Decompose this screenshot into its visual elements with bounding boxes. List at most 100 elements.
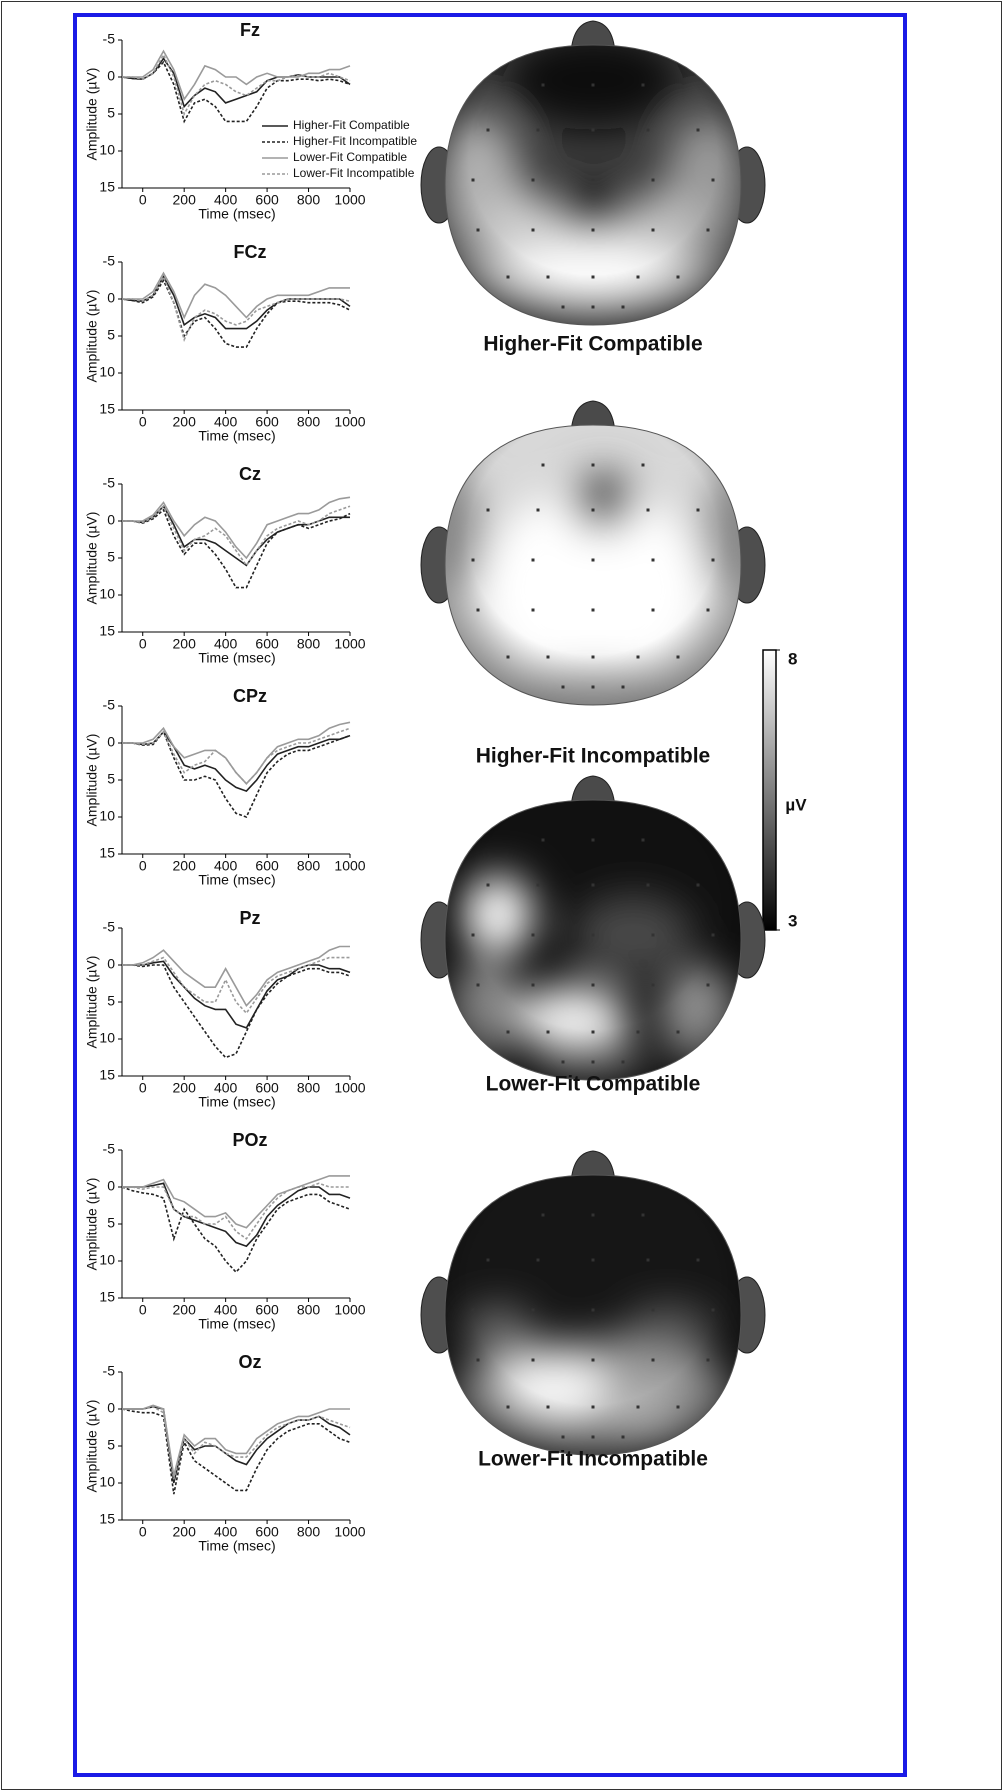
electrode bbox=[531, 1358, 535, 1362]
y-tick-label: 5 bbox=[107, 549, 115, 565]
electrode bbox=[676, 1030, 680, 1034]
legend-label: Lower-Fit Incompatible bbox=[293, 166, 415, 180]
electrode bbox=[591, 1405, 595, 1409]
head-fill bbox=[445, 800, 741, 1080]
x-tick-label: 400 bbox=[214, 1302, 238, 1318]
electrode bbox=[646, 128, 650, 132]
electrode bbox=[506, 655, 510, 659]
electrode bbox=[536, 883, 540, 887]
x-tick-label: 200 bbox=[173, 414, 197, 430]
x-axis-label: Time (msec) bbox=[198, 1538, 275, 1554]
map-caption: Higher-Fit Incompatible bbox=[476, 745, 711, 768]
electrode bbox=[646, 1258, 650, 1262]
electrode bbox=[531, 608, 535, 612]
x-tick-label: 400 bbox=[214, 192, 238, 208]
x-tick-label: 600 bbox=[255, 192, 279, 208]
series-line bbox=[122, 964, 351, 1059]
series-line bbox=[122, 496, 351, 560]
x-tick-label: 400 bbox=[214, 858, 238, 874]
series-line bbox=[122, 1182, 350, 1240]
electrode bbox=[706, 228, 710, 232]
y-tick-label: 15 bbox=[99, 1067, 115, 1083]
series-line bbox=[121, 1408, 351, 1495]
electrode bbox=[651, 1308, 655, 1312]
electrode bbox=[536, 128, 540, 132]
head-shade bbox=[445, 1175, 741, 1455]
y-tick-label: 10 bbox=[99, 142, 115, 158]
electrode bbox=[591, 463, 595, 467]
x-tick-label: 1000 bbox=[334, 636, 365, 652]
electrode bbox=[506, 1030, 510, 1034]
x-tick-label: 0 bbox=[139, 414, 147, 430]
electrode bbox=[651, 608, 655, 612]
electrode bbox=[591, 1308, 595, 1312]
x-tick-label: 1000 bbox=[334, 858, 365, 874]
chart-title: Fz bbox=[240, 20, 260, 40]
electrode bbox=[531, 178, 535, 182]
chart-title: FCz bbox=[234, 242, 267, 262]
x-tick-label: 200 bbox=[173, 1302, 197, 1318]
electrode bbox=[546, 1030, 550, 1034]
x-tick-label: 0 bbox=[139, 1080, 147, 1096]
x-axis-label: Time (msec) bbox=[198, 1094, 275, 1110]
electrode bbox=[541, 838, 545, 842]
electrode bbox=[486, 508, 490, 512]
y-tick-label: -5 bbox=[103, 919, 116, 935]
x-tick-label: 1000 bbox=[334, 192, 365, 208]
x-tick-label: 200 bbox=[173, 636, 197, 652]
y-tick-label: 5 bbox=[107, 327, 115, 343]
head-outline bbox=[444, 424, 742, 706]
electrode bbox=[486, 128, 490, 132]
electrode bbox=[591, 883, 595, 887]
electrode bbox=[591, 128, 595, 132]
electrode bbox=[646, 883, 650, 887]
y-axis-label: Amplitude (µV) bbox=[84, 290, 100, 383]
series-line bbox=[122, 1175, 350, 1229]
x-tick-label: 800 bbox=[297, 1524, 321, 1540]
series-line bbox=[122, 53, 351, 117]
electrode bbox=[711, 933, 715, 937]
head-outline bbox=[444, 44, 742, 326]
y-axis-label: Amplitude (µV) bbox=[84, 734, 100, 827]
x-tick-label: 1000 bbox=[334, 1524, 365, 1540]
electrode bbox=[641, 1213, 645, 1217]
series-line bbox=[122, 1404, 350, 1476]
chart-title: Oz bbox=[238, 1352, 261, 1372]
x-tick-label: 400 bbox=[214, 1080, 238, 1096]
electrode bbox=[706, 983, 710, 987]
y-tick-label: 10 bbox=[99, 1030, 115, 1046]
head-map bbox=[420, 400, 766, 706]
head-fill bbox=[445, 425, 741, 705]
electrode bbox=[651, 933, 655, 937]
electrode bbox=[546, 655, 550, 659]
electrode bbox=[591, 305, 595, 309]
electrode bbox=[651, 983, 655, 987]
x-tick-label: 0 bbox=[139, 1524, 147, 1540]
electrode bbox=[486, 883, 490, 887]
x-tick-label: 0 bbox=[139, 858, 147, 874]
electrode bbox=[676, 1405, 680, 1409]
electrode bbox=[651, 558, 655, 562]
electrode bbox=[641, 838, 645, 842]
electrode bbox=[621, 1060, 625, 1064]
y-tick-label: 0 bbox=[107, 734, 115, 750]
series-line bbox=[122, 945, 350, 1008]
x-axis-label: Time (msec) bbox=[198, 1316, 275, 1332]
head-outline bbox=[444, 799, 742, 1081]
head-shade bbox=[445, 800, 741, 1080]
electrode bbox=[591, 508, 595, 512]
electrode bbox=[591, 1435, 595, 1439]
colorbar-tick-label: 3 bbox=[788, 911, 797, 930]
series-line bbox=[122, 1182, 351, 1248]
head-map bbox=[420, 775, 766, 1081]
series-line bbox=[122, 960, 351, 1029]
y-axis-label: Amplitude (µV) bbox=[84, 1400, 100, 1493]
series-line bbox=[122, 956, 350, 1015]
electrode bbox=[641, 463, 645, 467]
electrode bbox=[621, 305, 625, 309]
colorbar bbox=[762, 649, 777, 931]
electrode bbox=[696, 128, 700, 132]
